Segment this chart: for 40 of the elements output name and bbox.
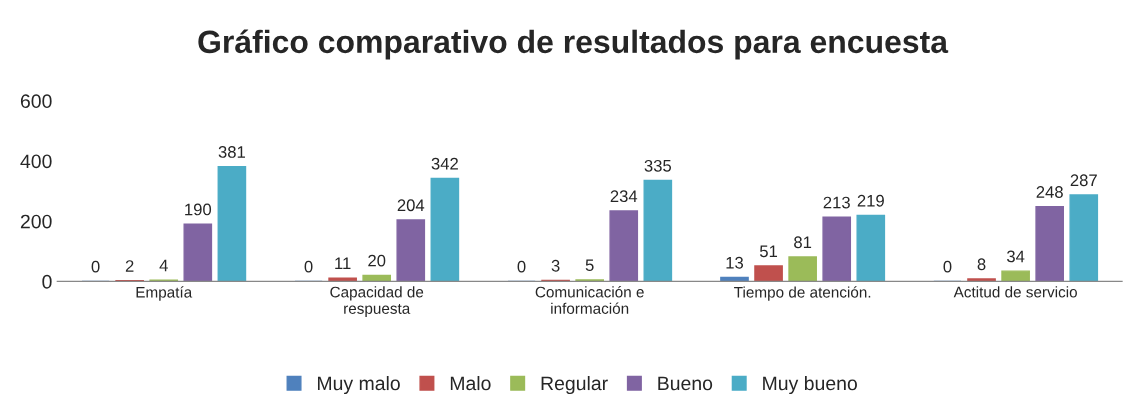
data-label: 8 <box>977 258 986 271</box>
data-label: 204 <box>397 199 425 212</box>
data-label: 13 <box>726 256 744 269</box>
x-tick-label: Capacidad de respuesta <box>330 286 424 317</box>
data-label: 190 <box>185 203 212 216</box>
data-label: 3 <box>551 259 560 272</box>
x-tick-label: Empatía <box>136 286 193 301</box>
legend-label: Muy bueno <box>763 375 857 395</box>
data-label: 34 <box>1006 250 1025 263</box>
legend-label: Regular <box>541 375 608 395</box>
data-label: 287 <box>1070 174 1097 187</box>
data-label: 0 <box>943 260 952 273</box>
data-label: 219 <box>857 194 884 207</box>
data-label: 2 <box>125 260 134 272</box>
data-label: 11 <box>335 257 351 270</box>
chart-title: Gráfico comparativo de resultados para encuesta <box>198 29 949 60</box>
data-label: 248 <box>1036 186 1063 198</box>
data-label: 0 <box>304 260 313 273</box>
data-label: 0 <box>91 260 100 273</box>
y-tick-label: 400 <box>20 154 52 169</box>
legend-label: Bueno <box>658 376 713 391</box>
data-label: 81 <box>794 236 812 249</box>
data-label: 335 <box>644 159 672 172</box>
data-label: 4 <box>159 259 168 272</box>
data-label: 342 <box>431 157 458 170</box>
data-label: 213 <box>823 196 850 209</box>
y-tick-label: 0 <box>42 274 52 289</box>
y-tick-label: 200 <box>20 214 52 229</box>
legend-label: Muy malo <box>317 375 400 395</box>
data-label: 5 <box>585 259 594 272</box>
x-tick-label: Tiempo de atención. <box>734 286 871 301</box>
x-tick-label: Actitud de servicio <box>953 286 1077 298</box>
data-label: 381 <box>218 146 245 158</box>
data-label: 20 <box>368 254 386 267</box>
x-tick-label: Comunicación e información <box>535 286 644 314</box>
data-label: 0 <box>517 260 526 273</box>
data-label: 234 <box>610 190 638 203</box>
legend-label: Malo <box>450 375 491 391</box>
y-tick-label: 600 <box>20 94 52 109</box>
data-label: 51 <box>759 245 778 258</box>
